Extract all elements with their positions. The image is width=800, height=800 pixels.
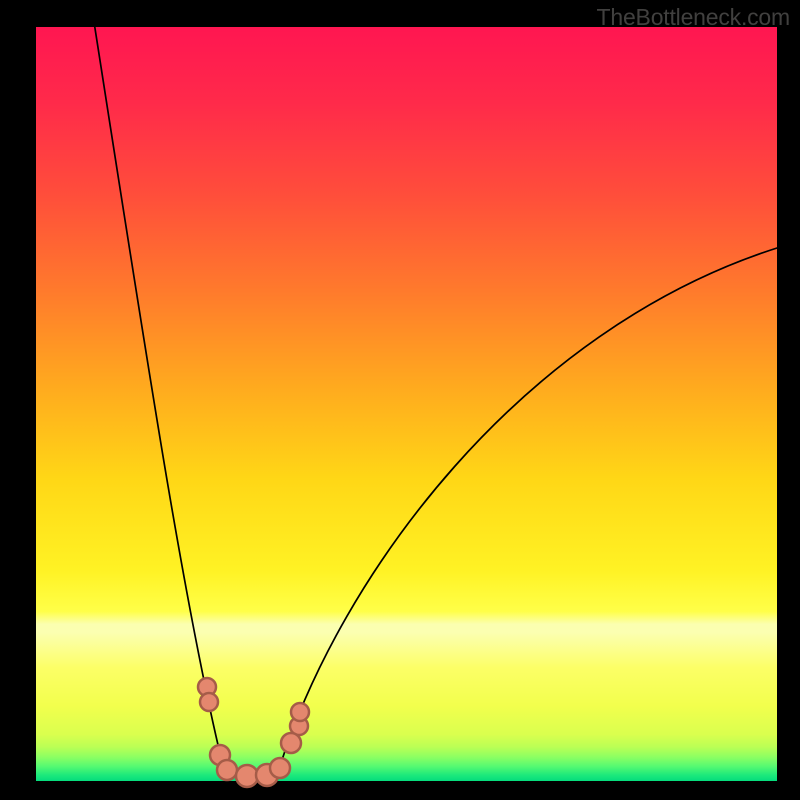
bottleneck-curve-chart (0, 0, 800, 800)
data-marker (200, 693, 218, 711)
plot-area (36, 27, 777, 781)
data-marker (281, 733, 301, 753)
watermark-text: TheBottleneck.com (597, 4, 790, 31)
data-marker (270, 758, 290, 778)
data-marker (236, 765, 258, 787)
data-marker (217, 760, 237, 780)
data-marker (291, 703, 309, 721)
chart-container: TheBottleneck.com (0, 0, 800, 800)
